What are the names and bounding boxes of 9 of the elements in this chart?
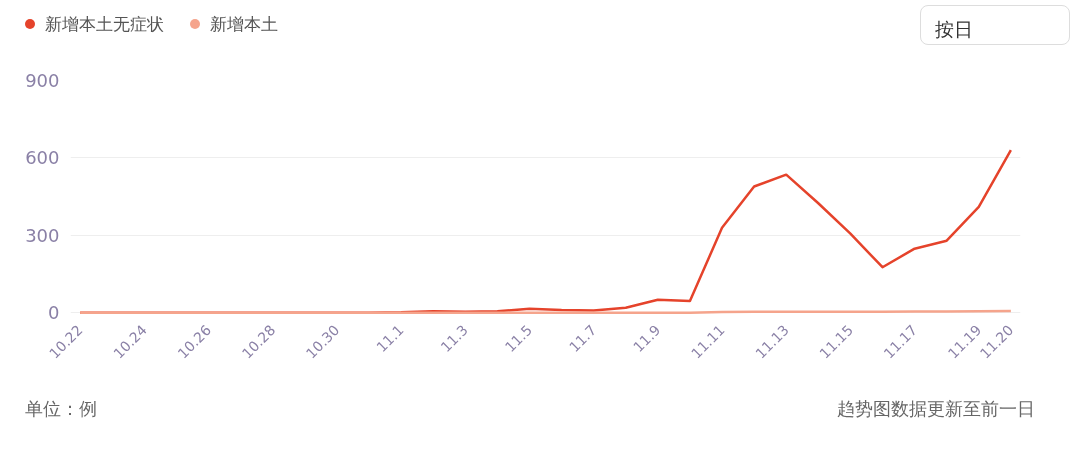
y-tick-label: 300 xyxy=(25,224,60,246)
legend-label: 新增本土无症状 xyxy=(45,13,164,34)
legend-label: 新增本土 xyxy=(210,13,278,34)
y-tick-label: 600 xyxy=(25,147,60,169)
text: 单位：例 xyxy=(25,397,97,421)
text: 趋势图数据更新至前一日 xyxy=(837,397,1035,421)
text: 按日 xyxy=(935,17,973,42)
y-tick-label: 900 xyxy=(25,70,60,91)
y-tick-label: 0 xyxy=(48,302,60,324)
